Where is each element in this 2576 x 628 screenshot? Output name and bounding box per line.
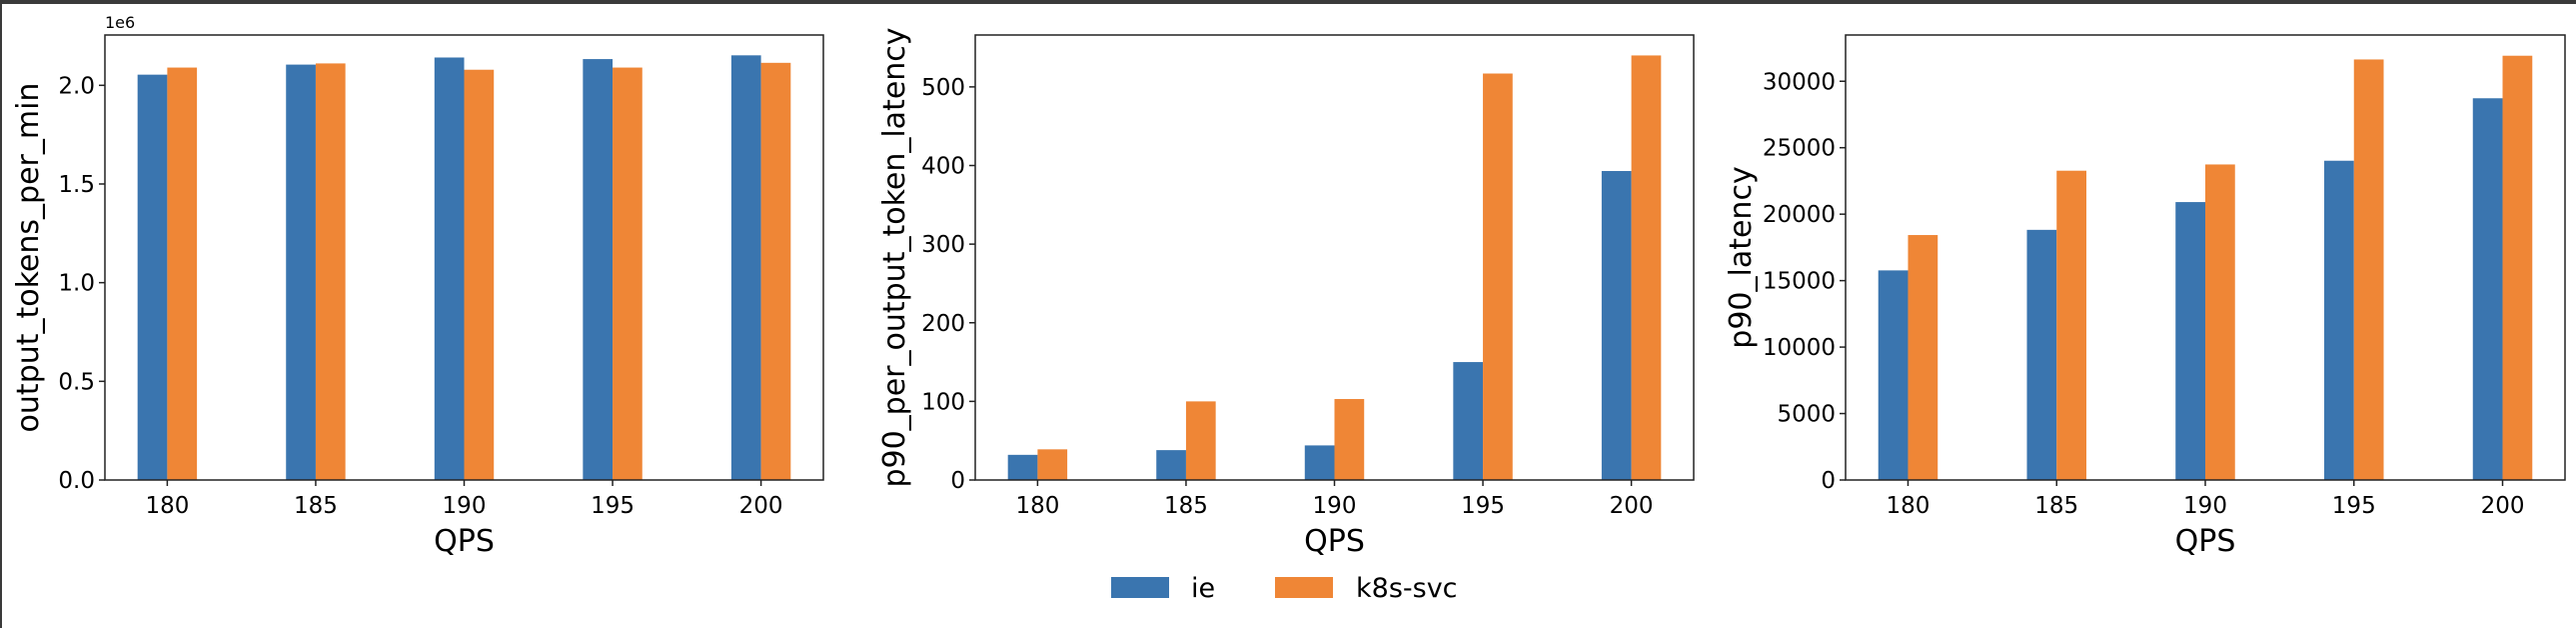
bar-ie-190 — [434, 57, 465, 480]
y-tick-label: 100 — [921, 389, 965, 415]
bar-ie-200 — [1601, 171, 1632, 480]
window-left-border — [0, 0, 2, 628]
bar-k8s-svc-185 — [2056, 170, 2086, 480]
x-tick-label: 195 — [2332, 493, 2376, 519]
y-tick-label: 10000 — [1763, 335, 1836, 361]
chart-2: 180 185 190 195 200 0 100 200 300 400 500 QPS p90_pe… — [877, 27, 1695, 559]
y-tick-label: 1.5 — [58, 172, 95, 198]
bar-k8s-svc-180 — [1037, 449, 1068, 480]
legend-label-ie: ie — [1191, 573, 1215, 604]
x-tick-label: 185 — [1164, 493, 1208, 519]
y-axis-label: output_tokens_per_min — [11, 83, 46, 433]
bar-ie-185 — [1156, 450, 1186, 480]
bar-k8s-svc-185 — [1185, 401, 1216, 480]
y-tick-label: 0.0 — [58, 468, 95, 494]
y-tick-label: 2.0 — [58, 73, 95, 99]
bar-ie-195 — [2324, 160, 2354, 481]
y-tick-label: 30000 — [1763, 69, 1836, 95]
y-tick-label: 0 — [1821, 468, 1836, 494]
bar-ie-190 — [2175, 202, 2205, 480]
bar-k8s-svc-195 — [1483, 73, 1513, 481]
x-tick-label: 185 — [2034, 493, 2078, 519]
y-tick-label: 400 — [921, 154, 965, 180]
bar-k8s-svc-195 — [2353, 59, 2384, 480]
y-tick-label: 500 — [921, 75, 965, 101]
chart-3: 180 185 190 195 200 0 5000 10000 15000 20000 25000… — [1724, 34, 2566, 559]
x-tick-label: 200 — [2481, 493, 2525, 519]
x-tick-label: 180 — [1015, 493, 1059, 519]
bar-k8s-svc-190 — [1334, 399, 1365, 480]
y-tick-label: 1.0 — [58, 271, 95, 297]
legend: ie k8s-svc — [1111, 573, 1458, 604]
x-tick-label: 185 — [294, 493, 338, 519]
bar-k8s-svc-190 — [464, 69, 495, 481]
bar-ie-200 — [730, 55, 761, 481]
bar-k8s-svc-190 — [2205, 164, 2235, 480]
y-axis-label: p90_per_output_token_latency — [877, 27, 912, 487]
bar-ie-185 — [286, 64, 316, 480]
bar-ie-185 — [2026, 229, 2057, 480]
x-tick-label: 180 — [1887, 493, 1931, 519]
x-axis-label: QPS — [2175, 524, 2236, 559]
y-tick-label: 25000 — [1763, 136, 1836, 162]
x-tick-label: 190 — [2183, 493, 2227, 519]
bar-k8s-svc-180 — [1908, 235, 1938, 480]
y-tick-label: 15000 — [1763, 269, 1836, 295]
y-tick-label: 5000 — [1777, 402, 1836, 428]
y-tick-label: 0 — [950, 468, 965, 494]
bar-ie-195 — [1453, 362, 1484, 480]
y-tick-label: 20000 — [1763, 202, 1836, 228]
bar-ie-195 — [583, 59, 614, 481]
bar-k8s-svc-195 — [613, 67, 643, 480]
y-tick-label: 0.5 — [58, 369, 95, 395]
x-axis-label: QPS — [434, 524, 495, 559]
bar-k8s-svc-200 — [1631, 55, 1662, 480]
window-top-border — [0, 0, 2576, 4]
y-tick-label: 200 — [921, 311, 965, 337]
x-tick-label: 200 — [1610, 493, 1654, 519]
x-tick-label: 190 — [1313, 493, 1357, 519]
y-offset-label: 1e6 — [105, 13, 135, 32]
bar-k8s-svc-200 — [760, 62, 791, 481]
bar-k8s-svc-200 — [2502, 55, 2533, 480]
legend-swatch-ie — [1111, 577, 1169, 598]
bar-k8s-svc-185 — [315, 63, 346, 481]
legend-swatch-k8s-svc — [1275, 577, 1333, 598]
x-tick-label: 190 — [443, 493, 487, 519]
bar-ie-180 — [1878, 270, 1909, 480]
y-tick-label: 300 — [921, 232, 965, 258]
bar-ie-180 — [1007, 454, 1038, 480]
legend-label-k8s-svc: k8s-svc — [1356, 573, 1458, 604]
bar-k8s-svc-180 — [167, 67, 198, 480]
bar-ie-180 — [137, 74, 168, 480]
chart-1: 180 185 190 195 200 0.0 0.5 1.0 1.5 2.0 QPS output_… — [11, 13, 824, 559]
y-axis-label: p90_latency — [1724, 166, 1759, 348]
x-tick-label: 195 — [1461, 493, 1505, 519]
bar-ie-200 — [2472, 98, 2503, 480]
bar-ie-190 — [1304, 445, 1335, 480]
x-tick-label: 195 — [591, 493, 635, 519]
x-tick-label: 200 — [739, 493, 783, 519]
x-tick-label: 180 — [145, 493, 189, 519]
x-axis-label: QPS — [1304, 524, 1365, 559]
